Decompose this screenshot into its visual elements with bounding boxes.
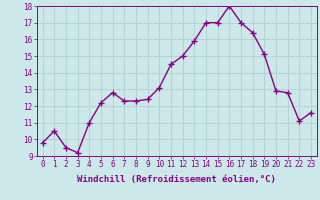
X-axis label: Windchill (Refroidissement éolien,°C): Windchill (Refroidissement éolien,°C): [77, 175, 276, 184]
